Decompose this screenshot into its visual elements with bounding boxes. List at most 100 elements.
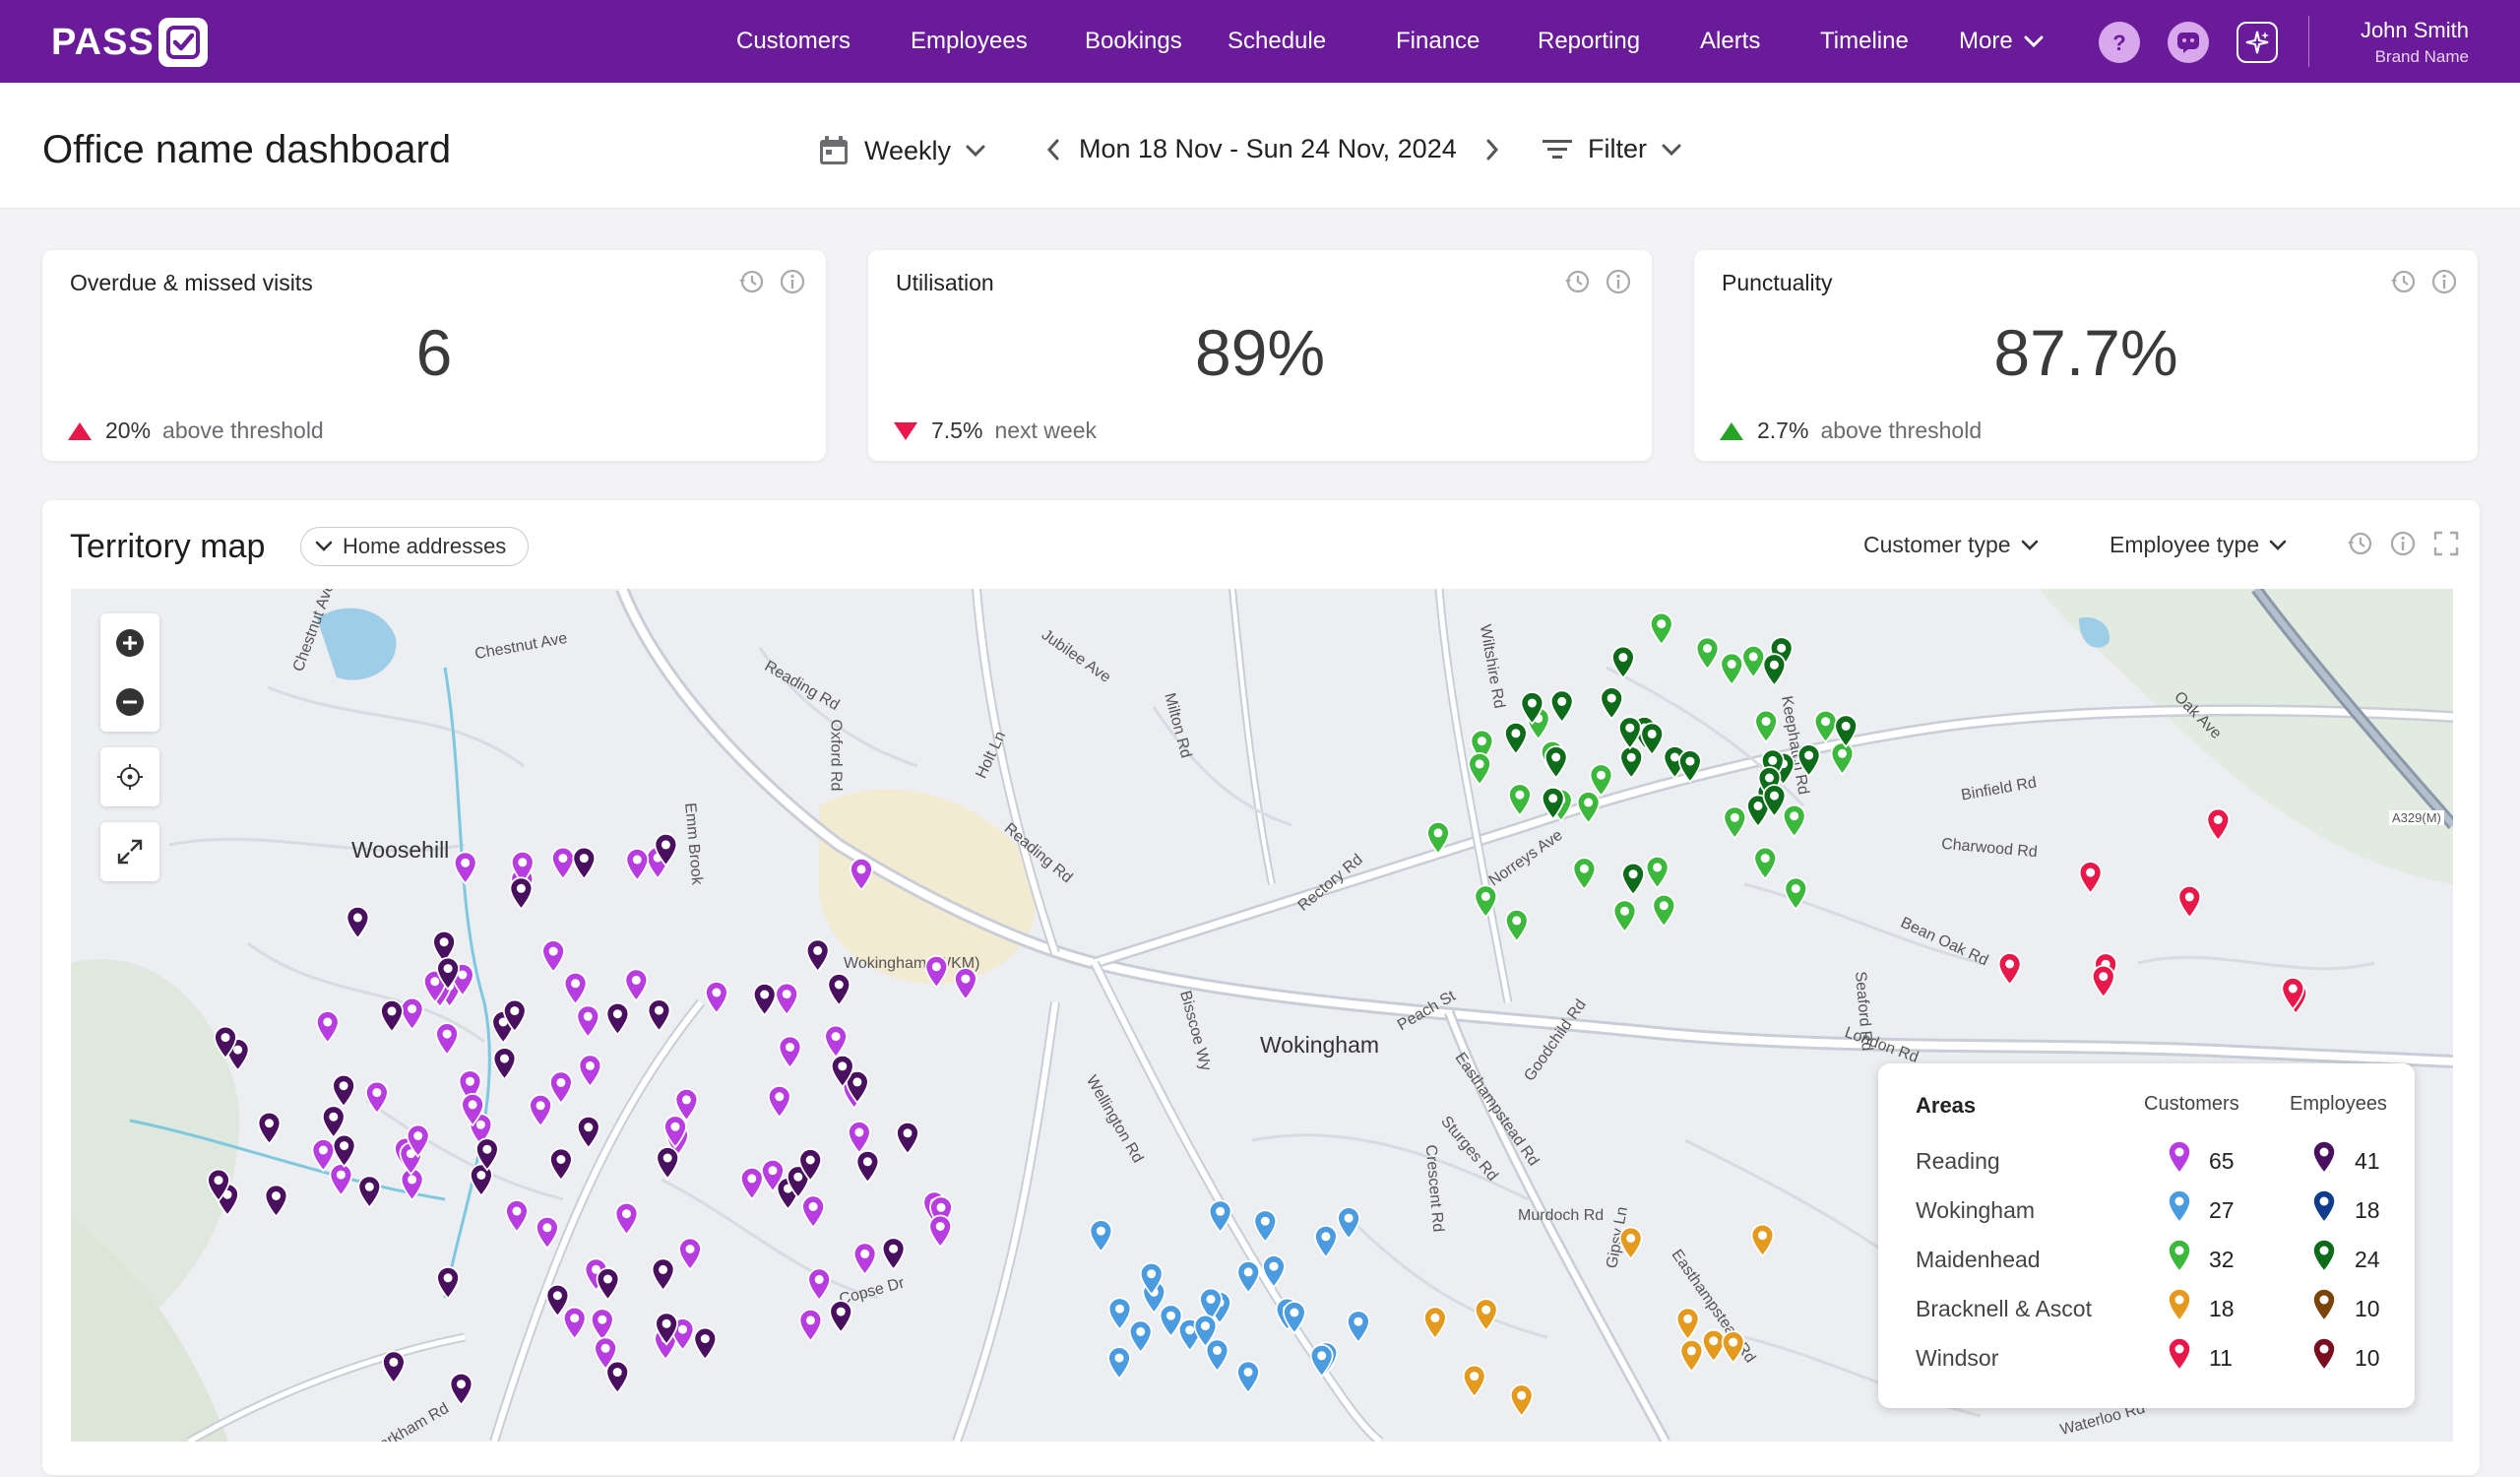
map-pin-marker[interactable]: [576, 1115, 600, 1150]
map-pin-marker[interactable]: [1504, 721, 1528, 756]
map-pin-marker[interactable]: [614, 1201, 639, 1237]
map-pin-marker[interactable]: [786, 1165, 810, 1199]
map-pin-marker[interactable]: [550, 846, 575, 880]
map-pin-marker[interactable]: [578, 1054, 602, 1088]
map-pin-marker[interactable]: [594, 1336, 617, 1371]
map-pin-marker[interactable]: [1649, 611, 1673, 646]
map-pin-marker[interactable]: [1541, 786, 1565, 821]
date-range-label[interactable]: Mon 18 Nov - Sun 24 Nov, 2024: [1079, 134, 1457, 163]
map-pin-marker[interactable]: [1754, 709, 1778, 743]
map-pin-marker[interactable]: [311, 1138, 336, 1173]
map-pin-marker[interactable]: [1504, 909, 1529, 943]
map-pin-marker[interactable]: [1572, 857, 1597, 891]
map-pin-marker[interactable]: [1830, 741, 1855, 776]
map-pin-marker[interactable]: [1128, 1319, 1153, 1354]
map-pin-marker[interactable]: [605, 1360, 630, 1394]
map-pin-marker[interactable]: [624, 968, 649, 1002]
map-pin-marker[interactable]: [1544, 745, 1568, 780]
map-pin-marker[interactable]: [656, 1146, 680, 1181]
nav-schedule[interactable]: Schedule: [1228, 28, 1327, 54]
map-pin-marker[interactable]: [1576, 791, 1601, 825]
map-pin-marker[interactable]: [505, 1199, 529, 1234]
map-pin-marker[interactable]: [436, 1265, 461, 1301]
map-pin-marker[interactable]: [590, 1308, 614, 1342]
employee-type-dropdown[interactable]: Employee type: [2110, 532, 2287, 558]
map-pin-marker[interactable]: [848, 1121, 871, 1155]
map-pin-marker[interactable]: [2206, 807, 2231, 842]
map-pin-marker[interactable]: [1474, 884, 1498, 919]
map-pin-marker[interactable]: [1617, 716, 1642, 750]
map-pin-marker[interactable]: [502, 998, 527, 1033]
nav-alerts[interactable]: Alerts: [1700, 28, 1761, 54]
map-pin-marker[interactable]: [1813, 709, 1838, 744]
map-pin-marker[interactable]: [474, 1137, 499, 1172]
map-pin-marker[interactable]: [1645, 856, 1670, 890]
map-pin-marker[interactable]: [1640, 722, 1665, 756]
map-pin-marker[interactable]: [1509, 1383, 1534, 1418]
map-pin-marker[interactable]: [693, 1326, 718, 1361]
filter-button[interactable]: Filter: [1541, 134, 1682, 164]
map-pin-marker[interactable]: [576, 1004, 600, 1039]
map-pin-marker[interactable]: [1139, 1261, 1164, 1297]
map-pin-marker[interactable]: [432, 930, 457, 965]
map-pin-marker[interactable]: [801, 1194, 825, 1229]
map-pin-marker[interactable]: [924, 954, 949, 990]
map-pin-marker[interactable]: [1262, 1254, 1286, 1289]
map-pin-marker[interactable]: [678, 1237, 702, 1271]
map-pin-marker[interactable]: [1107, 1297, 1132, 1331]
map-pin-marker[interactable]: [406, 1124, 430, 1158]
map-pin-marker[interactable]: [846, 1070, 869, 1105]
chevron-left-icon[interactable]: [1045, 138, 1061, 161]
map-pin-marker[interactable]: [315, 1010, 340, 1045]
map-pin-marker[interactable]: [1314, 1224, 1338, 1259]
map-pin-marker[interactable]: [2281, 977, 2305, 1011]
map-pin-marker[interactable]: [548, 1147, 573, 1182]
map-pin-marker[interactable]: [1199, 1287, 1223, 1321]
customer-type-dropdown[interactable]: Customer type: [1863, 532, 2039, 558]
map-pin-marker[interactable]: [1549, 689, 1574, 724]
map-pin-marker[interactable]: [357, 1175, 382, 1209]
map-pin-marker[interactable]: [1283, 1301, 1306, 1335]
fullscreen-icon[interactable]: [2432, 530, 2460, 557]
map-pin-marker[interactable]: [1762, 784, 1787, 818]
map-pin-marker[interactable]: [805, 938, 830, 973]
map-pin-marker[interactable]: [1236, 1260, 1261, 1295]
info-icon[interactable]: [2430, 268, 2458, 295]
map-pin-marker[interactable]: [492, 1047, 517, 1081]
map-pin-marker[interactable]: [321, 1105, 346, 1139]
map-pin-marker[interactable]: [1474, 1298, 1498, 1332]
info-icon[interactable]: [1605, 268, 1632, 295]
map-pin-marker[interactable]: [775, 982, 799, 1016]
map-pin-marker[interactable]: [1089, 1219, 1113, 1253]
map-pin-marker[interactable]: [1720, 652, 1744, 686]
map-pin-marker[interactable]: [1520, 691, 1544, 726]
map-pin-marker[interactable]: [1208, 1199, 1232, 1234]
map-pin-marker[interactable]: [1253, 1209, 1278, 1244]
map-pin-marker[interactable]: [572, 846, 597, 880]
map-pin-marker[interactable]: [1784, 876, 1808, 911]
map-pin-marker[interactable]: [824, 1024, 848, 1059]
map-pin-marker[interactable]: [1193, 1314, 1218, 1348]
map-pin-marker[interactable]: [1611, 645, 1635, 679]
map-pin-marker[interactable]: [663, 1115, 687, 1149]
map-pin-marker[interactable]: [1741, 645, 1766, 679]
map-pin-marker[interactable]: [257, 1111, 282, 1146]
map-pin-marker[interactable]: [827, 973, 851, 1007]
map-pin-marker[interactable]: [449, 1372, 473, 1407]
nav-customers[interactable]: Customers: [736, 28, 851, 54]
map-pin-marker[interactable]: [1337, 1206, 1360, 1241]
map-pin-marker[interactable]: [1462, 1364, 1486, 1398]
map-pin-marker[interactable]: [655, 1312, 678, 1346]
map-pin-marker[interactable]: [329, 1163, 353, 1197]
map-pin-marker[interactable]: [651, 1257, 675, 1292]
map-pin-marker[interactable]: [548, 1070, 573, 1105]
nav-bookings[interactable]: Bookings: [1085, 28, 1182, 54]
map-pin-marker[interactable]: [1423, 1306, 1447, 1340]
map-pin-marker[interactable]: [739, 1167, 764, 1201]
map-pin-marker[interactable]: [1309, 1343, 1334, 1379]
map-pin-marker[interactable]: [928, 1214, 953, 1249]
map-pin-marker[interactable]: [461, 1093, 485, 1127]
history-icon[interactable]: [2346, 530, 2373, 557]
map-pin-marker[interactable]: [954, 967, 977, 1001]
map-pin-marker[interactable]: [1589, 763, 1613, 798]
